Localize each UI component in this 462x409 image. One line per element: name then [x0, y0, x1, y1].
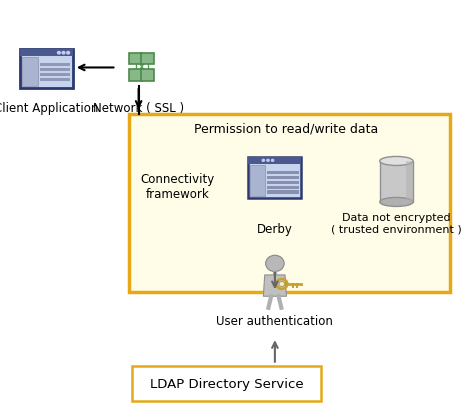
FancyBboxPatch shape	[267, 191, 299, 194]
Circle shape	[262, 160, 264, 162]
FancyBboxPatch shape	[267, 186, 299, 189]
Circle shape	[67, 52, 69, 55]
FancyBboxPatch shape	[40, 73, 71, 77]
FancyBboxPatch shape	[129, 115, 450, 292]
FancyBboxPatch shape	[132, 366, 321, 401]
FancyBboxPatch shape	[267, 176, 299, 180]
FancyBboxPatch shape	[267, 171, 299, 175]
Ellipse shape	[380, 198, 413, 207]
FancyBboxPatch shape	[407, 162, 413, 202]
Text: Derby: Derby	[257, 222, 293, 236]
Circle shape	[62, 52, 65, 55]
Circle shape	[267, 160, 269, 162]
FancyBboxPatch shape	[19, 50, 73, 89]
Circle shape	[266, 256, 284, 272]
Text: User authentication: User authentication	[217, 315, 333, 328]
FancyBboxPatch shape	[22, 58, 38, 87]
FancyBboxPatch shape	[250, 166, 265, 197]
Circle shape	[272, 160, 274, 162]
FancyBboxPatch shape	[129, 70, 142, 81]
FancyBboxPatch shape	[249, 157, 301, 164]
Text: Network ( SSL ): Network ( SSL )	[93, 102, 184, 115]
Text: Connectivity
framework: Connectivity framework	[141, 172, 215, 200]
FancyBboxPatch shape	[40, 68, 71, 72]
FancyBboxPatch shape	[19, 50, 73, 57]
FancyBboxPatch shape	[380, 162, 413, 202]
Text: LDAP Directory Service: LDAP Directory Service	[150, 377, 303, 390]
Text: Permission to read/write data: Permission to read/write data	[195, 122, 378, 135]
FancyBboxPatch shape	[141, 54, 154, 65]
FancyBboxPatch shape	[40, 79, 71, 82]
Ellipse shape	[380, 157, 413, 166]
FancyBboxPatch shape	[129, 54, 142, 65]
FancyBboxPatch shape	[141, 70, 154, 81]
FancyBboxPatch shape	[249, 157, 301, 198]
FancyBboxPatch shape	[267, 181, 299, 184]
Circle shape	[57, 52, 60, 55]
Text: Client Application: Client Application	[0, 102, 98, 115]
Text: Data not encrypted
( trusted environment ): Data not encrypted ( trusted environment…	[331, 212, 462, 234]
FancyBboxPatch shape	[40, 63, 71, 67]
Polygon shape	[263, 275, 286, 297]
Circle shape	[279, 282, 285, 287]
